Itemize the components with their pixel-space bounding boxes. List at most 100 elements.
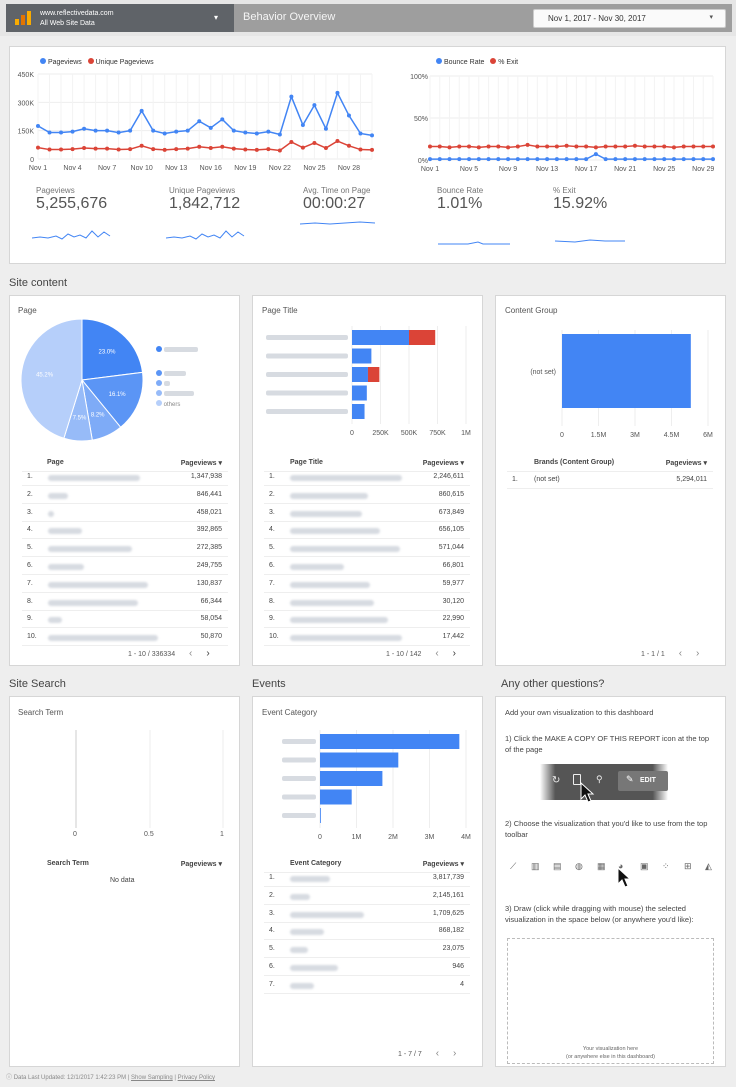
x-tick-label: Nov 21 bbox=[614, 166, 636, 173]
table-row[interactable]: 10. 50,870 bbox=[22, 629, 228, 647]
col-header-event-category[interactable]: Event Category bbox=[290, 860, 342, 867]
show-sampling-link[interactable]: Show Sampling bbox=[131, 1075, 173, 1081]
chevron-right-icon[interactable]: › bbox=[695, 648, 700, 659]
table-row[interactable]: 4. 656,105 bbox=[264, 522, 470, 540]
table-row[interactable]: 1. (not set) 5,294,011 bbox=[507, 472, 713, 489]
chevron-right-icon[interactable]: › bbox=[452, 1048, 457, 1059]
table-row[interactable]: 5. 23,075 bbox=[264, 941, 470, 959]
table-row[interactable]: 10. 17,442 bbox=[264, 629, 470, 647]
series-line bbox=[37, 140, 373, 152]
data-point bbox=[564, 143, 569, 148]
row-index: 3. bbox=[269, 508, 275, 516]
data-point bbox=[82, 146, 87, 151]
data-point bbox=[47, 147, 52, 152]
col-header-pageviews[interactable]: Pageviews ▾ bbox=[180, 460, 222, 467]
row-value: 946 bbox=[452, 963, 464, 970]
pie-slice-label: 16.1% bbox=[109, 392, 127, 398]
chevron-left-icon[interactable]: ‹ bbox=[189, 648, 193, 659]
data-point bbox=[652, 144, 657, 149]
row-value: 3,817,739 bbox=[432, 874, 464, 881]
col-header-brands[interactable]: Brands (Content Group) bbox=[534, 459, 615, 466]
pie-slice bbox=[20, 318, 83, 439]
table-row[interactable]: 7. 130,837 bbox=[22, 576, 228, 593]
series-line bbox=[430, 153, 713, 160]
table-row[interactable]: 4. 868,182 bbox=[264, 923, 470, 941]
data-point bbox=[535, 144, 540, 149]
data-point bbox=[623, 144, 628, 149]
table-row[interactable]: 4. 392,865 bbox=[22, 522, 228, 540]
x-tick-label: 1M bbox=[461, 430, 471, 437]
row-value: 50,870 bbox=[200, 633, 222, 641]
data-point bbox=[289, 140, 294, 144]
x-tick-label: Nov 28 bbox=[338, 165, 360, 172]
table-row[interactable]: 5. 571,044 bbox=[264, 540, 470, 558]
col-header-page[interactable]: Page bbox=[47, 459, 64, 466]
data-point bbox=[139, 108, 144, 113]
chevron-down-icon[interactable]: ▾ bbox=[214, 13, 219, 22]
metric-exit: % Exit 15.92% bbox=[553, 186, 607, 213]
data-point bbox=[277, 132, 282, 137]
add-person-icon: ⚲ bbox=[596, 774, 603, 784]
col-header-pageviews[interactable]: Pageviews ▾ bbox=[422, 460, 464, 467]
table-row[interactable]: 1. 1,347,938 bbox=[22, 469, 228, 486]
privacy-policy-link[interactable]: Privacy Policy bbox=[177, 1075, 215, 1081]
metric-bounce-rate: Bounce Rate 1.01% bbox=[437, 186, 483, 213]
table-row[interactable]: 7. 4 bbox=[264, 977, 470, 994]
data-point bbox=[535, 157, 540, 162]
table-row[interactable]: 8. 66,344 bbox=[22, 594, 228, 611]
data-point bbox=[457, 157, 462, 162]
account-selector[interactable]: www.reflectivedata.com All Web Site Data… bbox=[6, 4, 234, 32]
table-row[interactable]: 2. 860,615 bbox=[264, 487, 470, 504]
data-point bbox=[231, 128, 236, 133]
table-row[interactable]: 2. 2,145,161 bbox=[264, 888, 470, 905]
col-header-page-title[interactable]: Page Title bbox=[290, 459, 323, 466]
chevron-left-icon[interactable]: ‹ bbox=[435, 648, 439, 659]
chevron-left-icon[interactable]: ‹ bbox=[678, 648, 683, 659]
row-index: 2. bbox=[27, 490, 33, 498]
pie-legend: others bbox=[156, 346, 198, 410]
col-header-search-term[interactable]: Search Term bbox=[47, 860, 89, 867]
table-row[interactable]: 6. 946 bbox=[264, 959, 470, 976]
chevron-right-icon[interactable]: › bbox=[452, 648, 457, 659]
table-row[interactable]: 2. 846,441 bbox=[22, 487, 228, 504]
site-search-card bbox=[9, 696, 240, 1067]
geo-map-icon: ◍ bbox=[575, 861, 583, 871]
table-row[interactable]: 1. 2,246,611 bbox=[264, 469, 470, 486]
blurred-label bbox=[290, 947, 308, 954]
data-point bbox=[584, 157, 589, 162]
row-index: 1. bbox=[27, 473, 33, 480]
table-row[interactable]: 6. 66,801 bbox=[264, 558, 470, 575]
table-row[interactable]: 3. 458,021 bbox=[22, 505, 228, 522]
bar bbox=[320, 771, 383, 786]
table-row[interactable]: 9. 22,990 bbox=[264, 611, 470, 629]
visualization-drop-zone[interactable]: Your visualization here (or anywhere els… bbox=[507, 938, 714, 1064]
col-header-pageviews[interactable]: Pageviews ▾ bbox=[180, 861, 222, 868]
x-tick-label: 0 bbox=[350, 430, 354, 437]
table-row[interactable]: 8. 30,120 bbox=[264, 594, 470, 611]
row-index: 6. bbox=[27, 562, 33, 569]
data-point bbox=[300, 145, 305, 150]
table-row[interactable]: 5. 272,385 bbox=[22, 540, 228, 558]
row-index: 8. bbox=[27, 597, 33, 605]
data-point bbox=[105, 128, 110, 133]
blurred-label bbox=[282, 757, 316, 763]
table-row[interactable]: 1. 3,817,739 bbox=[264, 870, 470, 887]
row-value: 58,054 bbox=[200, 615, 222, 623]
x-tick-label: 0 bbox=[318, 834, 322, 841]
date-range-selector[interactable]: Nov 1, 2017 - Nov 30, 2017 ▾ bbox=[533, 9, 726, 28]
data-point bbox=[59, 147, 64, 152]
chevron-left-icon[interactable]: ‹ bbox=[435, 1048, 440, 1059]
table-row[interactable]: 3. 1,709,625 bbox=[264, 906, 470, 923]
table-row[interactable]: 3. 673,849 bbox=[264, 505, 470, 522]
chevron-right-icon[interactable]: › bbox=[206, 648, 210, 659]
table-row[interactable]: 9. 58,054 bbox=[22, 611, 228, 629]
blurred-label bbox=[48, 510, 54, 517]
table-row[interactable]: 6. 249,755 bbox=[22, 558, 228, 575]
col-header-pageviews[interactable]: Pageviews ▾ bbox=[422, 861, 464, 868]
table-row[interactable]: 7. 59,977 bbox=[264, 576, 470, 593]
data-point bbox=[593, 145, 598, 150]
col-header-pageviews[interactable]: Pageviews ▾ bbox=[665, 460, 707, 467]
row-index: 6. bbox=[269, 562, 275, 569]
sparkline-unique bbox=[166, 230, 245, 240]
